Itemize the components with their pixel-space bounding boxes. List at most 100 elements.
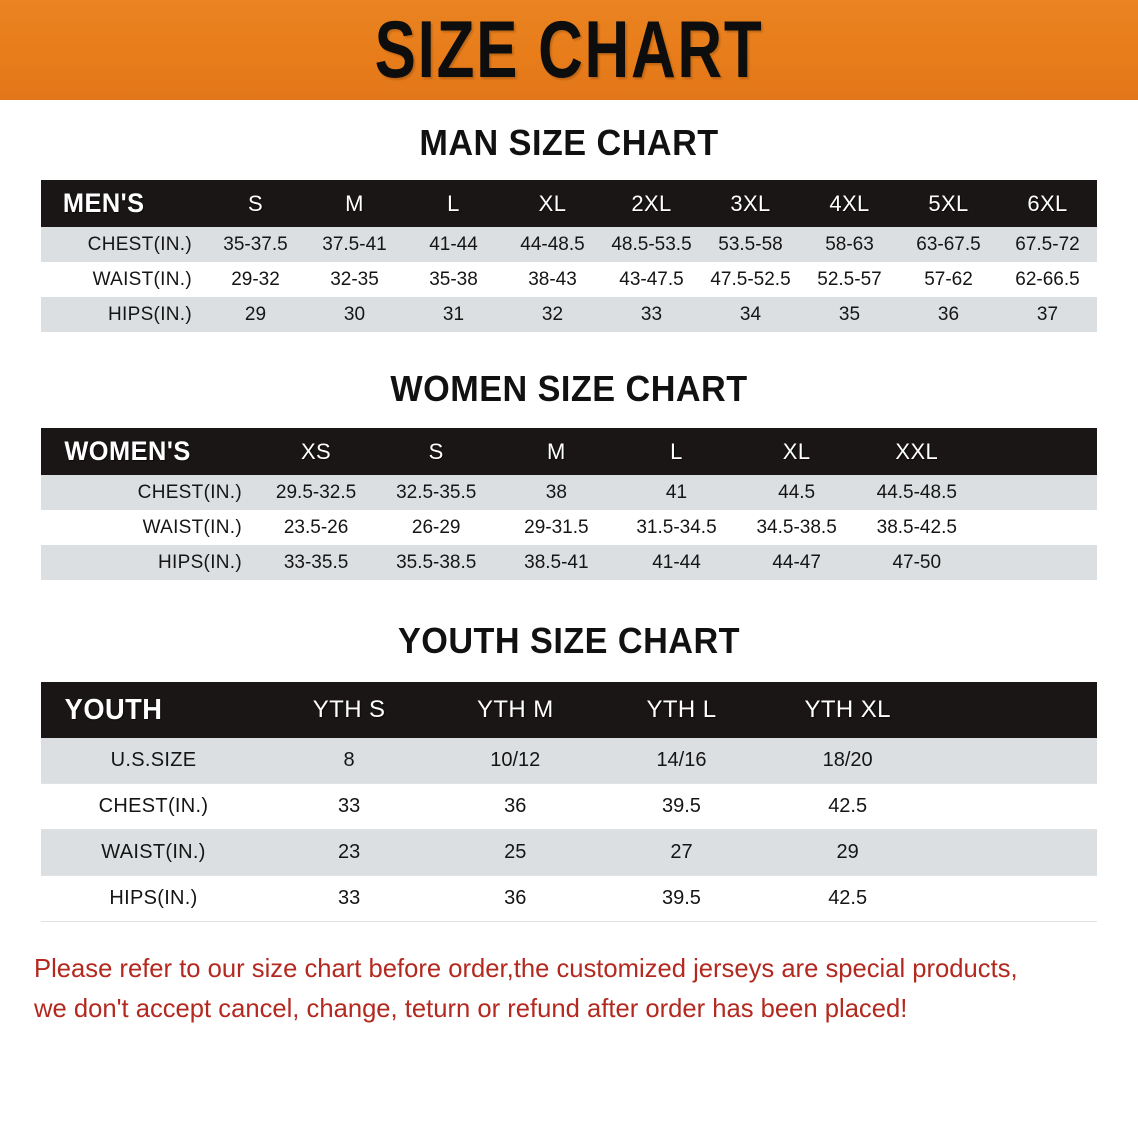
women-chest-l: 41 <box>616 475 737 510</box>
man-waist-3xl: 47.5-52.5 <box>701 262 800 297</box>
table-row: HIPS(IN.) 33 36 39.5 42.5 <box>41 875 1097 922</box>
women-header-cell-6: XXL <box>895 438 939 464</box>
youth-section-title: YOUTH SIZE CHART <box>397 620 740 661</box>
man-hips-s: 29 <box>206 297 305 332</box>
women-waist-s: 26-29 <box>376 510 497 545</box>
man-chest-6xl: 67.5-72 <box>998 227 1097 262</box>
disclaimer-line-2: we don't accept cancel, change, teturn o… <box>34 993 908 1024</box>
youth-waist-s: 23 <box>266 829 433 876</box>
youth-chest-blank <box>930 783 1097 830</box>
youth-ussize-m: 10/12 <box>432 738 599 784</box>
table-row: HIPS(IN.) 33-35.5 35.5-38.5 38.5-41 41-4… <box>41 545 1097 580</box>
women-section-title: WOMEN SIZE CHART <box>390 368 748 409</box>
women-chest-s: 32.5-35.5 <box>376 475 497 510</box>
man-waist-xl: 38-43 <box>503 262 602 297</box>
man-header-cell-4: XL <box>538 190 567 216</box>
women-hips-m: 38.5-41 <box>496 545 617 580</box>
man-header-cell-7: 4XL <box>829 190 870 216</box>
women-chest-xl: 44.5 <box>736 475 857 510</box>
women-chest-xxl: 44.5-48.5 <box>856 475 977 510</box>
youth-row-label-hips: HIPS(IN.) <box>41 875 266 922</box>
women-waist-l: 31.5-34.5 <box>616 510 737 545</box>
man-size-table: MEN'S S M L XL 2XL 3XL 4XL 5XL 6XL CHEST… <box>41 180 1097 332</box>
youth-hips-l: 39.5 <box>598 875 765 922</box>
women-waist-m: 29-31.5 <box>496 510 617 545</box>
man-header-cell-3: L <box>447 190 460 216</box>
disclaimer-note: Please refer to our size chart before or… <box>34 948 1088 1029</box>
youth-table-header-row: YOUTH YTH S YTH M YTH L YTH XL <box>41 682 1097 738</box>
youth-waist-m: 25 <box>432 829 599 876</box>
man-row-label-chest: CHEST(IN.) <box>41 227 206 262</box>
women-hips-s: 35.5-38.5 <box>376 545 497 580</box>
man-chest-xl: 44-48.5 <box>503 227 602 262</box>
man-hips-xl: 32 <box>503 297 602 332</box>
man-chest-3xl: 53.5-58 <box>701 227 800 262</box>
table-row: CHEST(IN.) 33 36 39.5 42.5 <box>41 783 1097 830</box>
man-chest-l: 41-44 <box>404 227 503 262</box>
man-chest-5xl: 63-67.5 <box>899 227 998 262</box>
man-hips-3xl: 34 <box>701 297 800 332</box>
women-hips-xxl: 47-50 <box>856 545 977 580</box>
man-header-cell-0: MEN'S <box>62 188 145 218</box>
table-row: WAIST(IN.) 23 25 27 29 <box>41 829 1097 876</box>
man-chest-2xl: 48.5-53.5 <box>602 227 701 262</box>
youth-row-label-ussize: U.S.SIZE <box>41 738 266 784</box>
man-row-label-waist: WAIST(IN.) <box>41 262 206 297</box>
women-hips-xs: 33-35.5 <box>256 545 377 580</box>
youth-waist-xl: 29 <box>764 829 931 876</box>
man-header-cell-2: M <box>345 190 364 216</box>
man-chest-4xl: 58-63 <box>800 227 899 262</box>
women-row-label-hips: HIPS(IN.) <box>41 545 256 580</box>
table-row: U.S.SIZE 8 10/12 14/16 18/20 <box>41 738 1097 784</box>
man-header-cell-5: 2XL <box>631 190 672 216</box>
youth-ussize-xl: 18/20 <box>764 738 931 784</box>
man-chest-s: 35-37.5 <box>206 227 305 262</box>
youth-row-label-waist: WAIST(IN.) <box>41 829 266 876</box>
man-waist-6xl: 62-66.5 <box>998 262 1097 297</box>
man-waist-l: 35-38 <box>404 262 503 297</box>
women-header-cell-7 <box>977 428 1097 475</box>
youth-header-cell-3: YTH L <box>646 696 717 723</box>
women-waist-xxl: 38.5-42.5 <box>856 510 977 545</box>
table-row: WAIST(IN.) 23.5-26 26-29 29-31.5 31.5-34… <box>41 510 1097 545</box>
youth-chest-s: 33 <box>266 783 433 830</box>
women-chest-m: 38 <box>496 475 617 510</box>
man-waist-4xl: 52.5-57 <box>800 262 899 297</box>
women-row-label-chest: CHEST(IN.) <box>41 475 256 510</box>
women-waist-xs: 23.5-26 <box>256 510 377 545</box>
women-header-cell-5: XL <box>782 438 811 464</box>
youth-header-cell-1: YTH S <box>312 696 386 723</box>
youth-ussize-l: 14/16 <box>598 738 765 784</box>
youth-size-table-wrapper: YOUTH YTH S YTH M YTH L YTH XL U.S.SIZE … <box>41 682 1097 922</box>
man-hips-l: 31 <box>404 297 503 332</box>
women-hips-xl: 44-47 <box>736 545 857 580</box>
man-table-header-row: MEN'S S M L XL 2XL 3XL 4XL 5XL 6XL <box>41 180 1097 227</box>
women-hips-l: 41-44 <box>616 545 737 580</box>
man-header-cell-8: 5XL <box>928 190 969 216</box>
youth-waist-l: 27 <box>598 829 765 876</box>
table-row: WAIST(IN.) 29-32 32-35 35-38 38-43 43-47… <box>41 262 1097 297</box>
man-waist-2xl: 43-47.5 <box>602 262 701 297</box>
disclaimer-line-1: Please refer to our size chart before or… <box>34 953 1018 983</box>
women-header-cell-0: WOMEN'S <box>64 436 191 466</box>
table-row: CHEST(IN.) 29.5-32.5 32.5-35.5 38 41 44.… <box>41 475 1097 510</box>
women-waist-blank <box>976 510 1097 545</box>
man-section-title: MAN SIZE CHART <box>419 122 719 163</box>
man-hips-5xl: 36 <box>899 297 998 332</box>
man-chest-m: 37.5-41 <box>305 227 404 262</box>
man-waist-s: 29-32 <box>206 262 305 297</box>
page-banner: SIZE CHART <box>0 0 1138 100</box>
youth-chest-m: 36 <box>432 783 599 830</box>
youth-size-table: YOUTH YTH S YTH M YTH L YTH XL U.S.SIZE … <box>41 682 1097 922</box>
man-header-cell-6: 3XL <box>730 190 771 216</box>
man-hips-2xl: 33 <box>602 297 701 332</box>
table-row: CHEST(IN.) 35-37.5 37.5-41 41-44 44-48.5… <box>41 227 1097 262</box>
man-row-label-hips: HIPS(IN.) <box>41 297 206 332</box>
women-hips-blank <box>976 545 1097 580</box>
youth-header-cell-4: YTH XL <box>804 696 891 723</box>
man-hips-m: 30 <box>305 297 404 332</box>
man-size-table-wrapper: MEN'S S M L XL 2XL 3XL 4XL 5XL 6XL CHEST… <box>41 180 1097 332</box>
women-header-cell-4: L <box>670 438 683 464</box>
women-header-cell-3: M <box>546 438 566 464</box>
women-chest-xs: 29.5-32.5 <box>256 475 377 510</box>
